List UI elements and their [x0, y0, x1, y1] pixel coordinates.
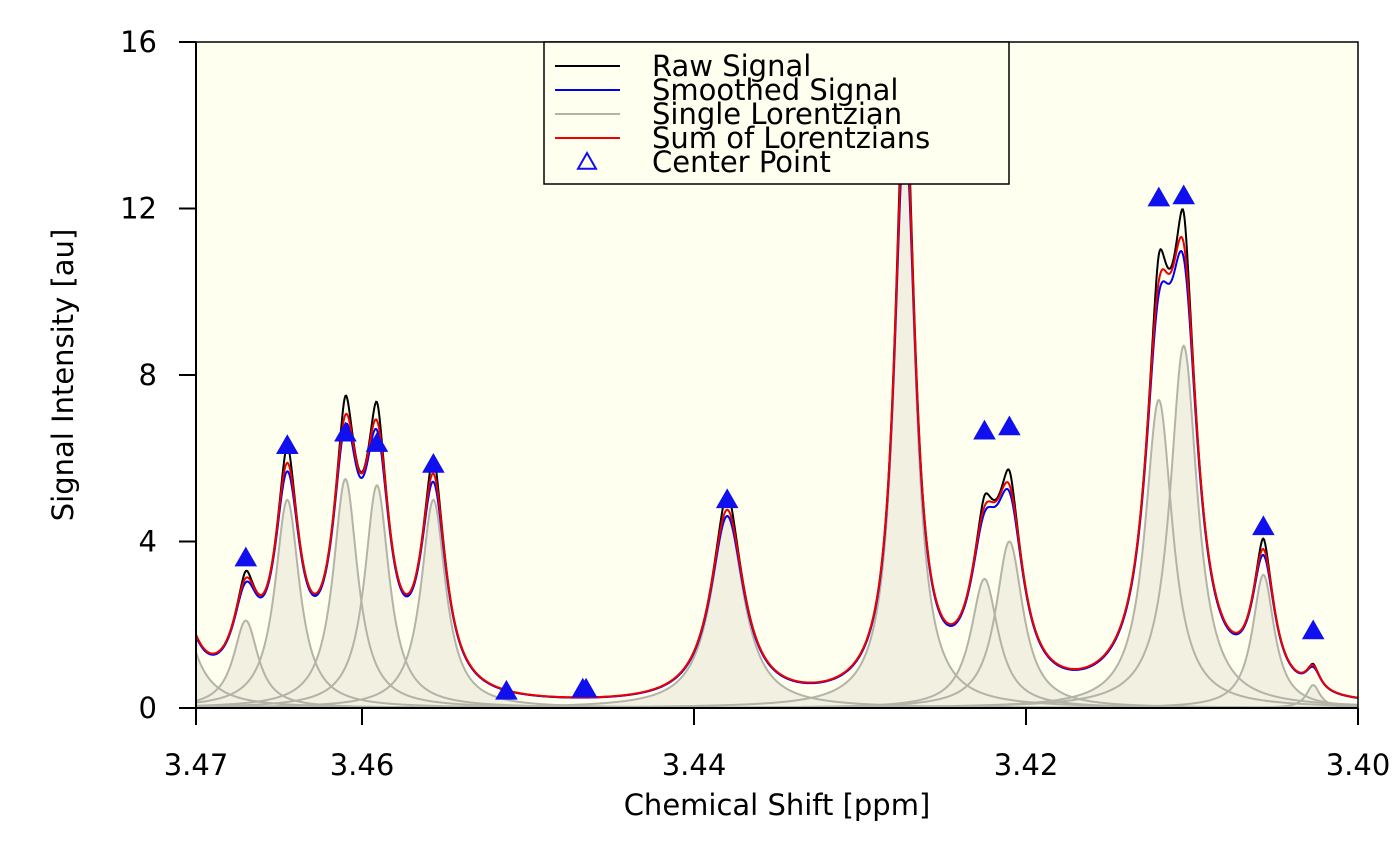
y-axis: 0 4 8 12 16 Signal Intensity [au]	[46, 25, 197, 725]
center-point-3	[334, 421, 357, 442]
lorentzian-fill-4	[196, 479, 1358, 708]
legend-label-raw: Raw Signal	[652, 49, 811, 83]
x-tick-label: 3.44	[662, 748, 727, 782]
center-point-9	[715, 488, 739, 509]
center-point-12	[998, 415, 1021, 436]
legend-swatch-center	[576, 150, 598, 170]
center-point-5	[422, 452, 445, 473]
center-point-1	[234, 546, 258, 567]
center-point-2	[276, 434, 299, 455]
center-point-16	[1301, 619, 1325, 640]
center-point-14	[1172, 184, 1195, 205]
legend-box	[543, 41, 1010, 185]
y-axis-title: Signal Intensity [au]	[46, 229, 80, 522]
x-tick-label: 3.42	[994, 748, 1059, 782]
center-point-15	[1252, 515, 1275, 536]
y-tick-label: 0	[139, 691, 157, 725]
lorentzian-fills	[196, 121, 1358, 708]
legend-label-center: Center Point	[652, 145, 831, 179]
x-axis-title: Chemical Shift [ppm]	[624, 788, 931, 822]
center-point-13	[1147, 186, 1171, 207]
x-tick-label: 3.47	[164, 748, 229, 782]
x-tick-label: 3.40	[1326, 748, 1391, 782]
sum-of-lorentzians-line	[196, 102, 1358, 699]
y-tick-label: 12	[120, 192, 157, 226]
y-tick-label: 16	[120, 25, 157, 59]
legend-label-single: Single Lorentzian	[652, 97, 902, 131]
center-point-6	[495, 679, 518, 700]
x-ticks: 3.47 3.46 3.44 3.42 3.40	[164, 708, 1391, 782]
center-points	[234, 72, 1325, 700]
legend-label-smoothed: Smoothed Signal	[652, 73, 898, 107]
x-axis: 3.47 3.46 3.44 3.42 3.40 Chemical Shift [ppm…	[164, 707, 1391, 822]
lorentzian-fill-6	[196, 499, 1358, 708]
y-tick-label: 8	[139, 358, 157, 392]
center-point-8	[574, 677, 598, 698]
lorentzian-fill-13	[196, 574, 1358, 708]
center-point-11	[973, 419, 996, 440]
center-point-4	[365, 432, 389, 452]
legend-label-sum: Sum of Lorentzians	[652, 121, 930, 155]
y-tick-label: 4	[139, 525, 157, 559]
y-ticks: 0 4 8 12 16	[120, 25, 196, 725]
x-tick-label: 3.46	[330, 748, 395, 782]
